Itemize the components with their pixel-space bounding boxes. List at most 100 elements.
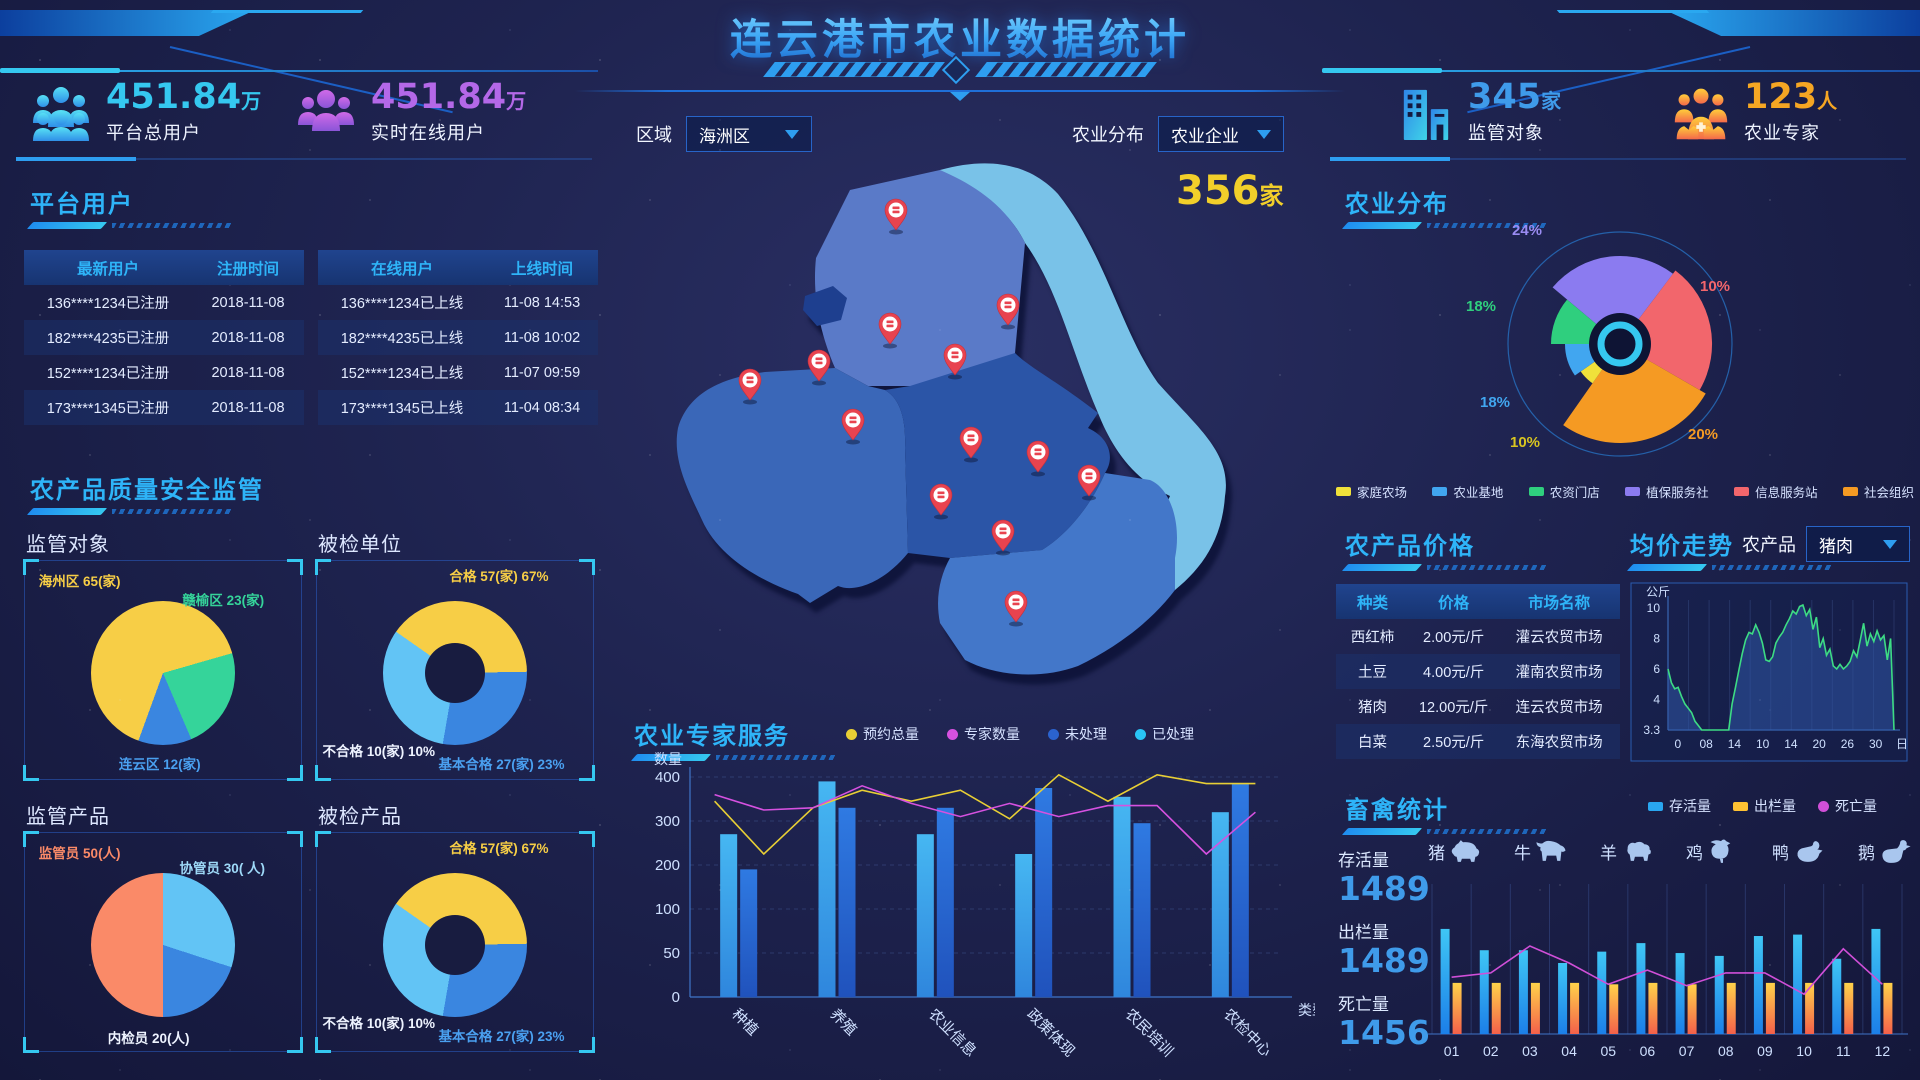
bar-processed-政策体现[interactable] bbox=[1015, 854, 1033, 997]
pie-chart-被检单位[interactable] bbox=[383, 601, 527, 745]
bar-alive-07[interactable] bbox=[1675, 953, 1685, 1034]
region-dropdown[interactable]: 海洲区 bbox=[686, 116, 812, 152]
legend-swatch bbox=[1625, 487, 1641, 496]
product-dropdown[interactable]: 猪肉 bbox=[1806, 526, 1910, 562]
table-header-row: 在线用户 上线时间 bbox=[318, 250, 598, 285]
chart-title-supervision-objects: 监管对象 bbox=[26, 534, 110, 556]
bar-pending-养殖[interactable] bbox=[838, 807, 856, 997]
pie-slice-label: 不合格 10(家) 10% bbox=[322, 743, 436, 759]
map-pin[interactable] bbox=[841, 408, 865, 445]
animal-tab-鹅[interactable]: 鹅 bbox=[1858, 838, 1912, 865]
map-lake bbox=[803, 286, 847, 326]
bar-pending-农民培训[interactable] bbox=[1133, 823, 1151, 997]
bar-out-12[interactable] bbox=[1883, 982, 1893, 1034]
map-pin[interactable] bbox=[884, 198, 908, 235]
map-pin[interactable] bbox=[807, 349, 831, 386]
legend-item-农资门店[interactable]: 农资门店 bbox=[1528, 482, 1600, 501]
pie-chart-监管产品[interactable] bbox=[91, 873, 235, 1017]
rose-slice-社会组织[interactable] bbox=[1563, 344, 1706, 443]
map-district-north[interactable] bbox=[814, 170, 1025, 387]
bar-pending-政策体现[interactable] bbox=[1035, 788, 1053, 997]
bar-alive-10[interactable] bbox=[1793, 934, 1803, 1034]
animal-tab-鸭[interactable]: 鸭 bbox=[1772, 838, 1826, 865]
bar-pending-农业信息[interactable] bbox=[936, 807, 954, 997]
bar-out-06[interactable] bbox=[1648, 982, 1658, 1034]
bar-alive-08[interactable] bbox=[1714, 955, 1724, 1034]
rose-percent-label: 18% bbox=[1466, 298, 1497, 315]
bar-alive-12[interactable] bbox=[1871, 928, 1881, 1034]
distribution-label: 农业分布 bbox=[1072, 125, 1144, 145]
legend-item-植保服务社[interactable]: 植保服务社 bbox=[1625, 482, 1709, 501]
map-pin[interactable] bbox=[959, 426, 983, 463]
bar-out-07[interactable] bbox=[1687, 984, 1697, 1034]
line-专家数量[interactable] bbox=[714, 784, 1256, 856]
bar-out-08[interactable] bbox=[1726, 982, 1736, 1034]
bar-pending-农检中心[interactable] bbox=[1231, 783, 1249, 997]
map-pin[interactable] bbox=[878, 312, 902, 349]
map-pin[interactable] bbox=[1077, 464, 1101, 501]
bar-processed-种植[interactable] bbox=[720, 834, 738, 997]
bar-out-04[interactable] bbox=[1570, 982, 1580, 1034]
map-pin[interactable] bbox=[929, 483, 953, 520]
map-district-west[interactable] bbox=[676, 368, 908, 603]
bar-out-03[interactable] bbox=[1530, 982, 1540, 1034]
animal-tab-猪[interactable]: 猪 bbox=[1428, 838, 1482, 865]
legend-item-死亡量[interactable]: 死亡量 bbox=[1818, 796, 1877, 816]
bar-alive-03[interactable] bbox=[1518, 950, 1528, 1034]
legend-item-未处理[interactable]: 未处理 bbox=[1048, 724, 1107, 744]
livestock-animal-tabs: 猪牛羊鸡鸭鹅 bbox=[1428, 838, 1912, 865]
map-district-south[interactable] bbox=[938, 473, 1178, 675]
line-预约总量[interactable] bbox=[714, 773, 1256, 856]
distribution-dropdown[interactable]: 农业企业 bbox=[1158, 116, 1284, 152]
legend-item-信息服务站[interactable]: 信息服务站 bbox=[1734, 482, 1818, 501]
distribution-value: 农业企业 bbox=[1171, 126, 1239, 146]
bar-alive-09[interactable] bbox=[1753, 936, 1763, 1034]
animal-tab-鸡[interactable]: 鸡 bbox=[1686, 838, 1740, 865]
map-pin[interactable] bbox=[1026, 440, 1050, 477]
bar-processed-养殖[interactable] bbox=[818, 781, 836, 997]
legend-item-农业基地[interactable]: 农业基地 bbox=[1432, 482, 1503, 501]
map-pin[interactable] bbox=[738, 368, 762, 405]
bar-alive-11[interactable] bbox=[1832, 958, 1842, 1034]
bar-out-02[interactable] bbox=[1491, 982, 1501, 1034]
pie-hole bbox=[425, 915, 485, 975]
bar-pending-种植[interactable] bbox=[740, 869, 758, 997]
legend-item-预约总量[interactable]: 预约总量 bbox=[846, 724, 919, 744]
legend-item-家庭农场[interactable]: 家庭农场 bbox=[1336, 482, 1407, 501]
bar-alive-04[interactable] bbox=[1558, 963, 1568, 1034]
chart-title-inspected-units: 被检单位 bbox=[318, 534, 402, 556]
bar-processed-农检中心[interactable] bbox=[1211, 812, 1229, 997]
bar-out-10[interactable] bbox=[1805, 982, 1815, 1034]
animal-tab-羊[interactable]: 羊 bbox=[1600, 838, 1654, 865]
bar-processed-农业信息[interactable] bbox=[916, 834, 934, 997]
legend-item-专家数量[interactable]: 专家数量 bbox=[947, 724, 1020, 744]
table-row: 土豆 4.00元/斤 灌南农贸市场 bbox=[1336, 654, 1620, 689]
legend-item-已处理[interactable]: 已处理 bbox=[1135, 724, 1194, 744]
bar-alive-02[interactable] bbox=[1479, 950, 1489, 1034]
legend-item-社会组织[interactable]: 社会组织 bbox=[1842, 482, 1914, 501]
bar-alive-06[interactable] bbox=[1636, 943, 1646, 1034]
map-pin[interactable] bbox=[943, 343, 967, 380]
rose-slice-信息服务站[interactable] bbox=[1620, 270, 1713, 391]
svg-text:09: 09 bbox=[1757, 1043, 1773, 1059]
legend-item-出栏量[interactable]: 出栏量 bbox=[1733, 796, 1796, 816]
bar-alive-05[interactable] bbox=[1597, 951, 1607, 1034]
bar-out-05[interactable] bbox=[1609, 984, 1619, 1034]
pie-chart-被检产品[interactable] bbox=[383, 873, 527, 1017]
table-cell: 173****1345已注册 bbox=[46, 401, 170, 417]
bar-out-11[interactable] bbox=[1844, 982, 1854, 1034]
legend-item-存活量[interactable]: 存活量 bbox=[1648, 796, 1711, 816]
bar-out-09[interactable] bbox=[1765, 982, 1775, 1034]
map-pin[interactable] bbox=[991, 519, 1015, 556]
bar-out-01[interactable] bbox=[1452, 982, 1462, 1034]
city-map[interactable] bbox=[610, 128, 1310, 708]
map-pin[interactable] bbox=[996, 293, 1020, 330]
animal-tab-牛[interactable]: 牛 bbox=[1514, 838, 1568, 865]
pie-chart-监管对象[interactable] bbox=[91, 601, 235, 745]
line-dead[interactable] bbox=[1451, 945, 1883, 996]
rose-slice-植保服务社[interactable] bbox=[1552, 255, 1673, 344]
bar-alive-01[interactable] bbox=[1440, 928, 1450, 1034]
bar-processed-农民培训[interactable] bbox=[1113, 796, 1131, 997]
map-pin[interactable] bbox=[1004, 590, 1028, 627]
pie-slice-label: 海州区 65(家) bbox=[38, 573, 121, 589]
